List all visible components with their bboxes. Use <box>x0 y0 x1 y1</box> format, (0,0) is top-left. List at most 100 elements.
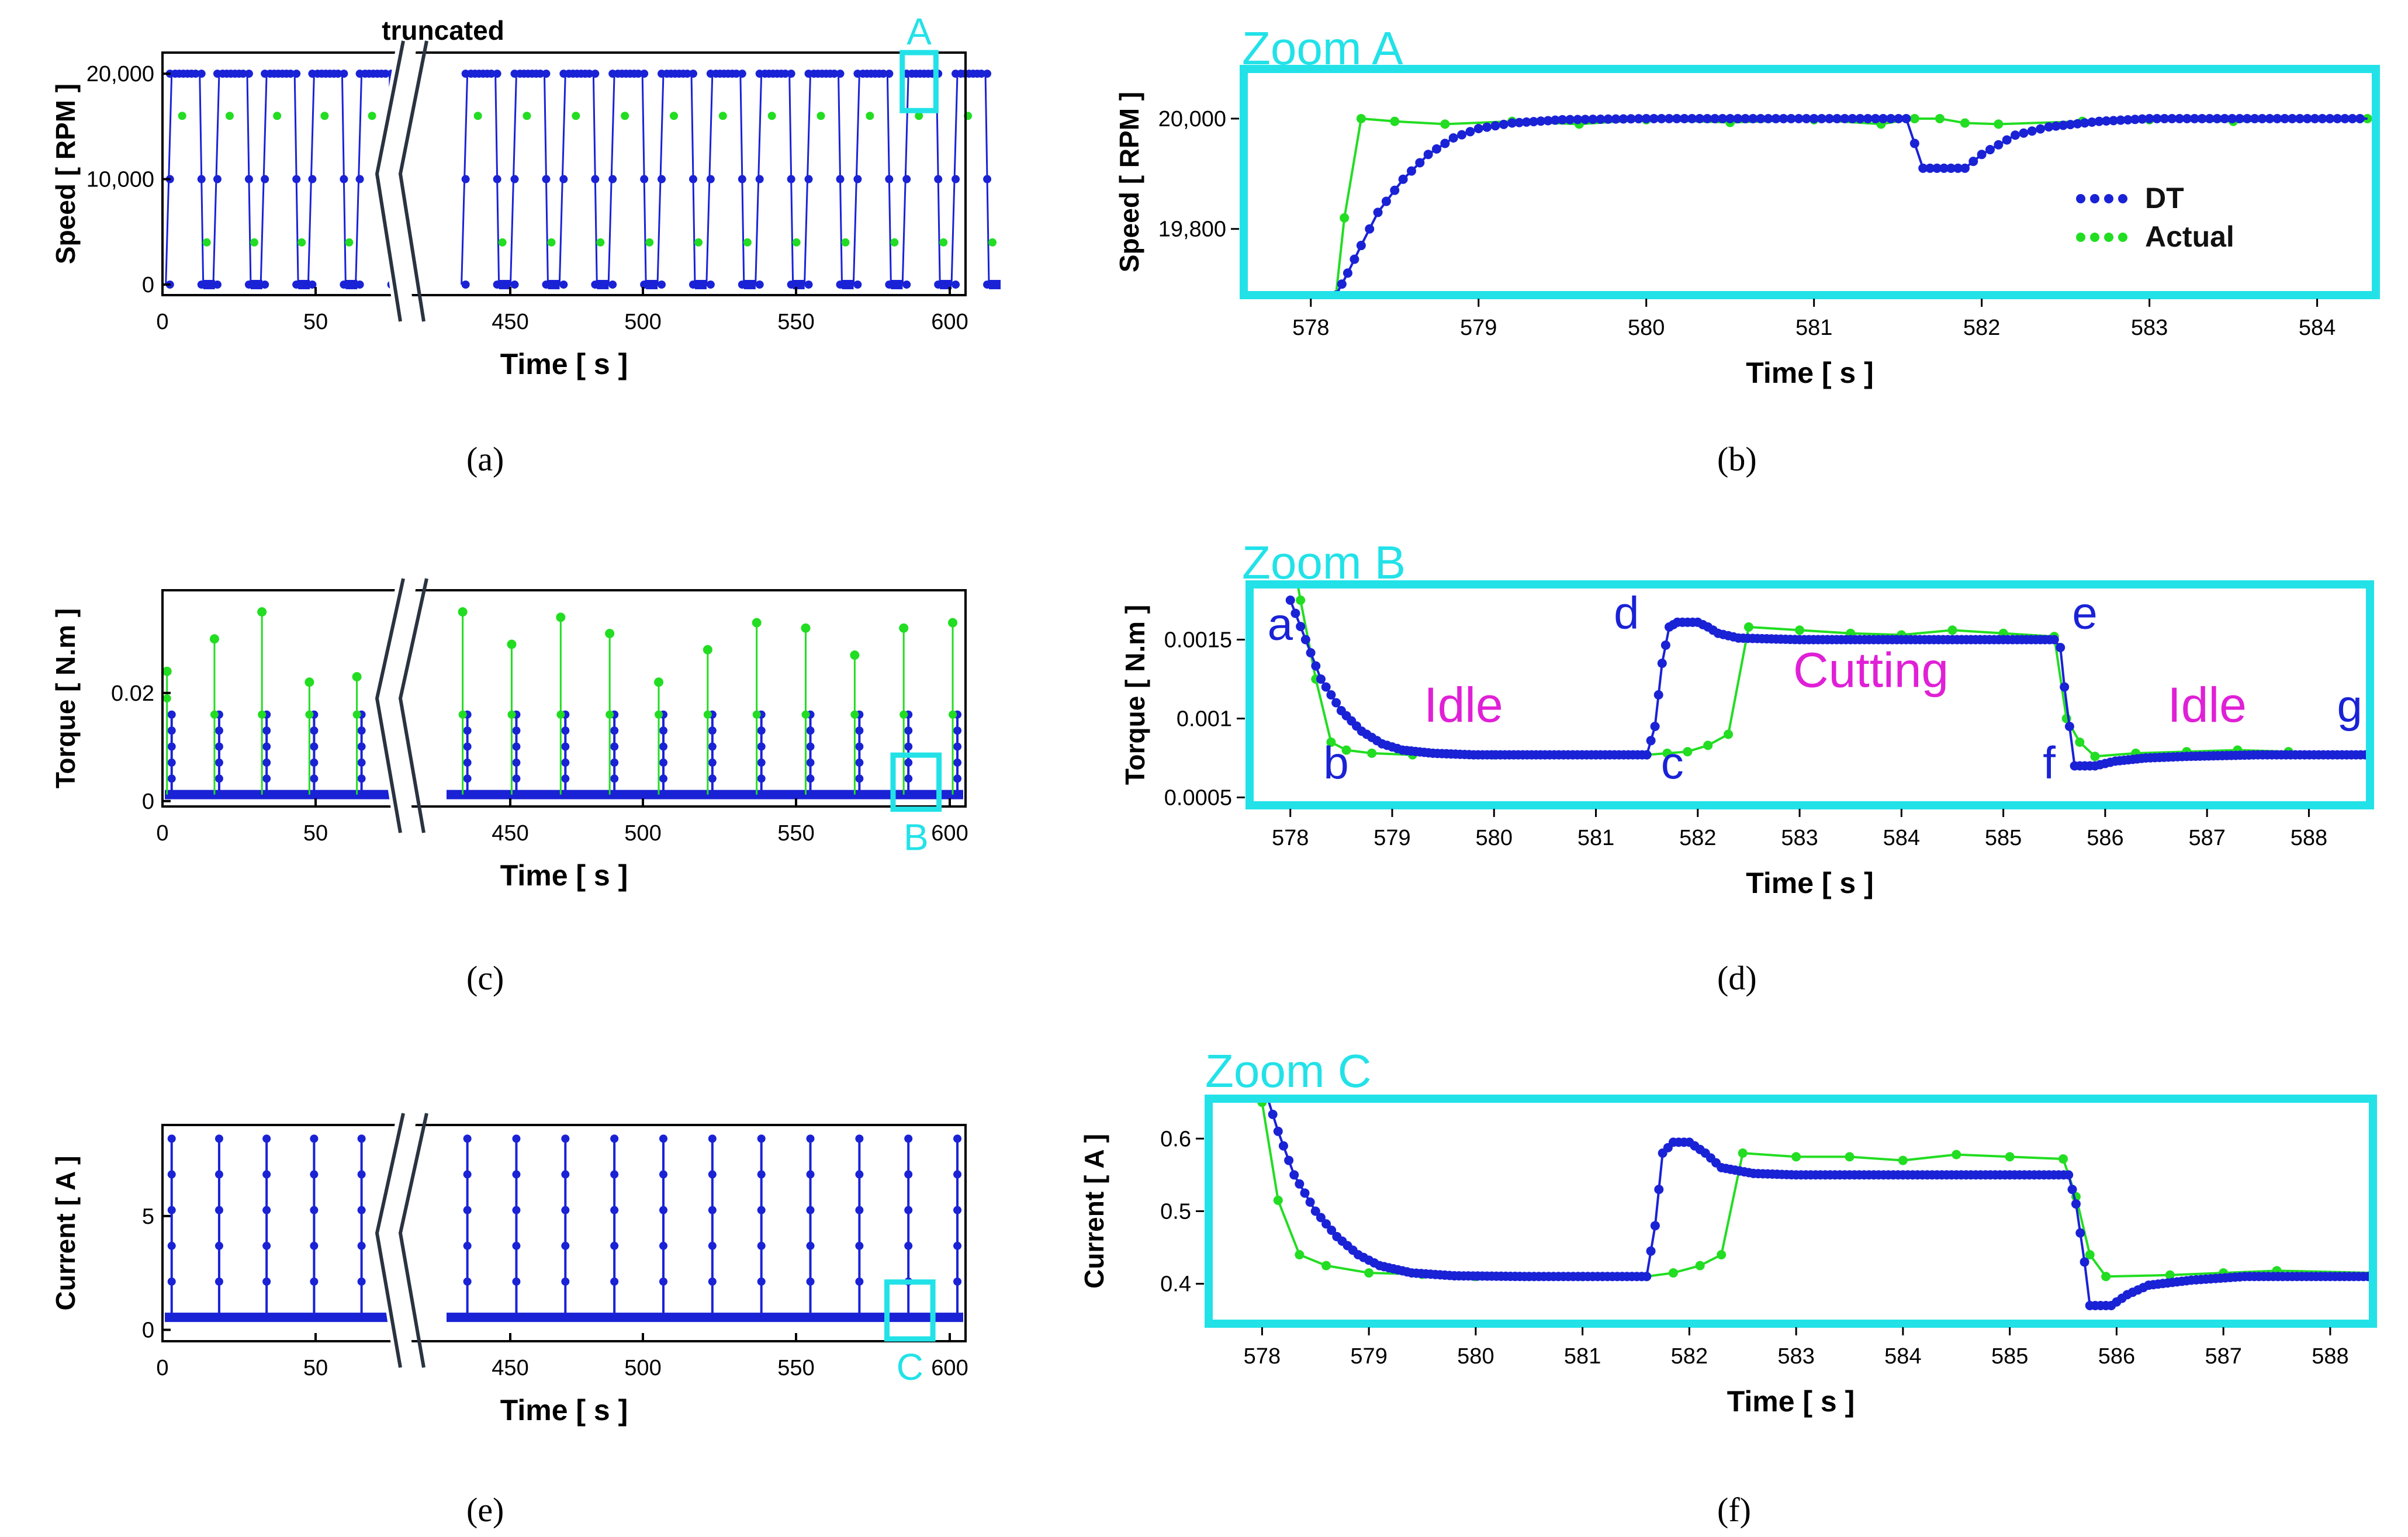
dt-series-point <box>2175 113 2185 123</box>
dt-series-point <box>904 1134 913 1143</box>
x-tick-label: 580 <box>1457 1344 1494 1369</box>
legend-label: DT <box>2145 182 2184 214</box>
dt-series-point <box>2197 113 2207 123</box>
dt-series-point <box>167 790 176 799</box>
dt-series-point <box>1311 661 1321 671</box>
y-tick-label: 0.02 <box>111 681 154 706</box>
dt-series-point <box>561 1134 570 1143</box>
dt-series-point <box>214 726 223 735</box>
dt-series-point <box>2080 118 2089 128</box>
axis-break-mark <box>398 40 428 322</box>
y-tick-label: 0.5 <box>1160 1200 1191 1224</box>
dt-series-point <box>659 726 667 735</box>
dt-series-point <box>855 1206 864 1214</box>
actual-series-point <box>743 238 752 247</box>
dt-series-point <box>2160 113 2170 123</box>
actual-series-line <box>1334 117 2368 295</box>
dt-series-point <box>885 70 894 78</box>
y-axis-title: Speed [ RPM ] <box>50 84 81 264</box>
dt-series-point <box>953 1134 962 1143</box>
dt-series-point <box>1718 113 1728 123</box>
x-tick-label: 586 <box>2098 1344 2135 1369</box>
actual-series-point <box>1845 1152 1855 1162</box>
dt-series-point <box>2116 115 2126 125</box>
dt-series-point <box>1863 113 1873 123</box>
dt-series-point <box>904 1170 913 1179</box>
dt-series-point <box>904 1313 913 1322</box>
x-axis-title: Time [ s ] <box>500 1394 628 1427</box>
dt-series-point <box>167 710 176 719</box>
dt-series-point <box>2167 113 2177 123</box>
x-tick-label: 550 <box>777 1356 814 1380</box>
dt-series-point <box>610 758 619 767</box>
plot-area <box>1285 584 2370 771</box>
actual-series-point <box>850 650 860 660</box>
dt-series-point <box>536 70 545 78</box>
dt-series-point <box>1295 1179 1305 1189</box>
dt-series-point <box>2123 115 2133 124</box>
dt-series-point <box>1326 690 1336 700</box>
dt-series-point <box>1725 113 1735 123</box>
dt-series-point <box>1373 207 1383 217</box>
dt-series-point <box>191 70 200 78</box>
dt-series-point <box>591 70 600 78</box>
dt-series-point <box>610 1241 619 1250</box>
dt-series-point <box>836 70 845 78</box>
dt-series-point <box>658 175 666 184</box>
legend-marker <box>2090 194 2099 203</box>
dt-series-point <box>953 790 962 799</box>
x-tick-label: 500 <box>624 1356 661 1380</box>
dt-series-point <box>806 774 815 783</box>
dt-series-point <box>262 742 271 751</box>
actual-series-point <box>507 710 516 719</box>
legend-marker <box>2104 233 2113 242</box>
dt-series-point <box>659 1134 667 1143</box>
dt-series-point <box>755 280 764 289</box>
dt-series-point <box>357 726 366 735</box>
dt-series-point <box>1350 254 1359 264</box>
overview-chart-a: 0 50 450 500 550 600 0 10,000 20,000 Time [ s ] Sp… <box>50 11 1001 380</box>
dt-series-point <box>1703 113 1712 123</box>
dt-series-point <box>1756 113 1766 123</box>
legend-marker <box>2090 233 2099 242</box>
actual-series-point <box>1947 625 1957 635</box>
dt-series-point <box>738 70 746 78</box>
dt-series-point <box>214 774 223 783</box>
axis-break-mark <box>375 40 405 322</box>
dt-series-point <box>2234 113 2244 123</box>
dt-series-point <box>213 280 222 289</box>
dt-series-point <box>1953 163 1963 173</box>
x-tick-label: 578 <box>1272 826 1309 850</box>
dt-series-point <box>659 1241 667 1250</box>
y-tick-label: 0.0005 <box>1164 786 1232 811</box>
dt-series-point <box>310 774 319 783</box>
dt-series-point <box>1398 174 1408 184</box>
dt-series-point <box>308 280 317 289</box>
actual-series-point <box>1390 116 1400 126</box>
dt-series-point <box>855 1241 864 1250</box>
dt-series-point <box>561 1206 570 1214</box>
dt-series-point <box>806 1134 815 1143</box>
dt-series-point <box>804 280 813 289</box>
y-tick-label: 20,000 <box>87 62 154 86</box>
actual-series-point <box>1960 118 1970 128</box>
dt-series-point <box>1365 224 1375 234</box>
dt-series-point <box>806 1206 815 1214</box>
dt-series-point <box>855 790 864 799</box>
plot-frame <box>161 51 967 296</box>
zoom-title: Zoom C <box>1205 1045 1372 1097</box>
dt-series-point <box>357 1277 366 1286</box>
actual-series-point <box>162 694 171 702</box>
actual-series-point <box>2058 1154 2068 1164</box>
dt-series-point <box>310 726 319 735</box>
dt-series-point <box>261 280 269 289</box>
dt-series-point <box>381 70 390 78</box>
dt-series-point <box>1289 1170 1299 1180</box>
dt-series-point <box>1855 113 1865 123</box>
actual-series-point <box>1717 1250 1727 1260</box>
dt-series-point <box>953 1206 962 1214</box>
actual-series-point <box>792 238 801 247</box>
actual-series-point <box>352 710 361 719</box>
dt-series-point <box>757 726 766 735</box>
y-tick-label: 0.4 <box>1160 1272 1191 1297</box>
